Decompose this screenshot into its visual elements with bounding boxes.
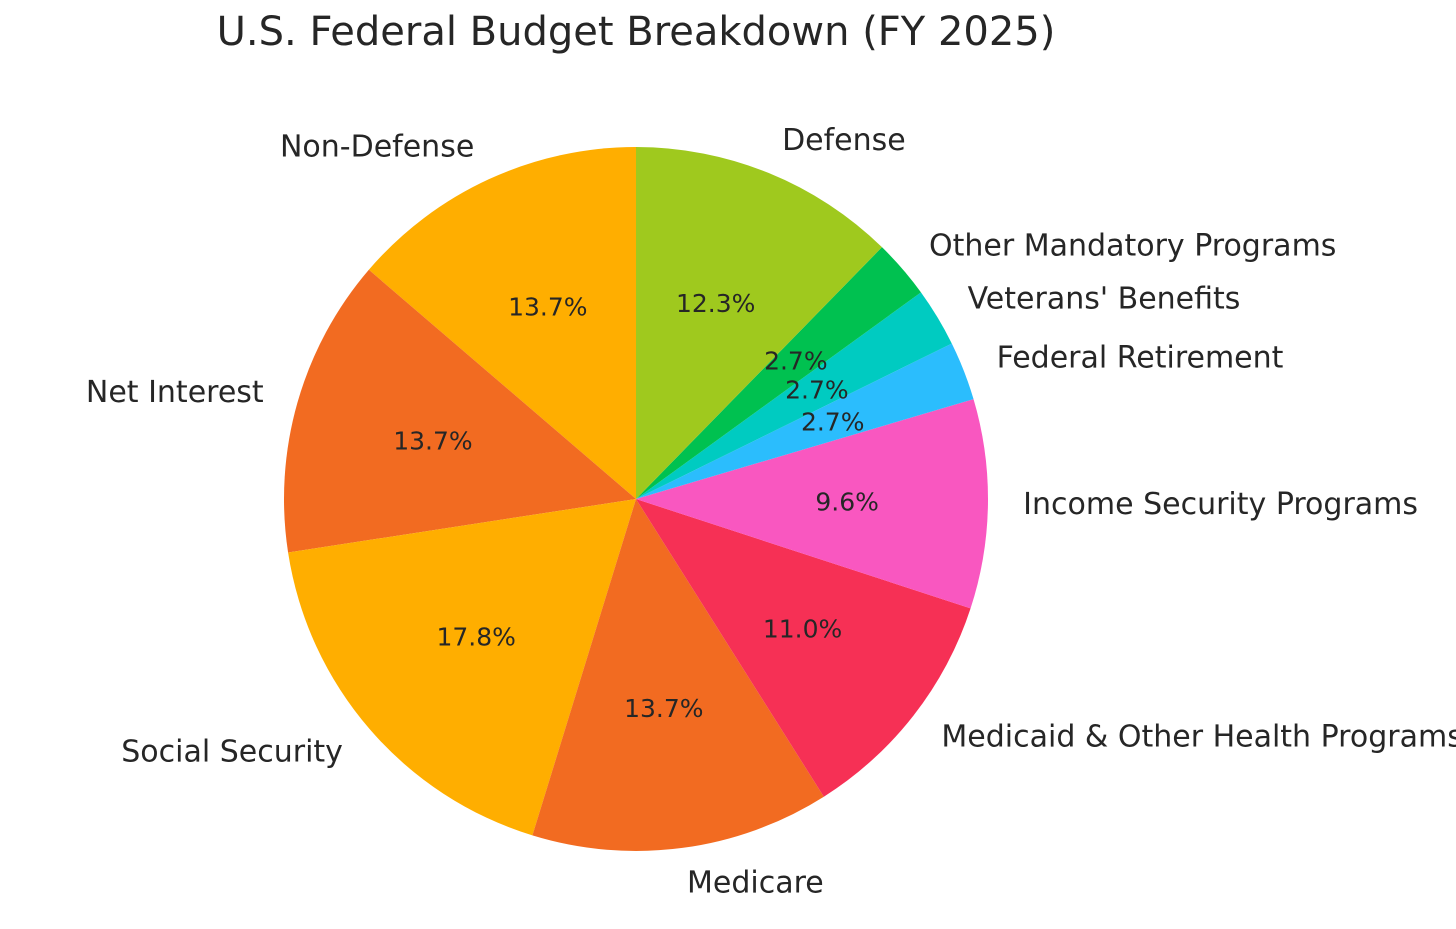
pie-slice-medicaid-other-health-programs <box>636 499 971 797</box>
slice-label-net-interest: Net Interest <box>86 375 264 410</box>
pie-slice-income-security-programs <box>636 399 988 609</box>
slice-label-defense: Defense <box>782 123 906 158</box>
percent-label-income-security-programs: 9.6% <box>815 487 879 516</box>
percent-label-net-interest: 13.7% <box>393 426 472 455</box>
pie-slice-defense <box>636 147 882 499</box>
percent-labels: 13.7%13.7%17.8%13.7%11.0%9.6%2.7%2.7%2.7… <box>393 289 879 723</box>
percent-label-non-defense: 13.7% <box>508 293 587 322</box>
percent-label-veterans-benefits: 2.7% <box>785 375 849 404</box>
pie-slice-social-security <box>288 499 636 836</box>
slice-label-other-mandatory-programs: Other Mandatory Programs <box>929 228 1336 263</box>
pie-slice-veterans-benefits <box>636 292 952 499</box>
slice-label-non-defense: Non-Defense <box>280 130 474 165</box>
slice-label-medicare: Medicare <box>687 865 824 900</box>
slice-label-medicaid-other-health-programs: Medicaid & Other Health Programs <box>941 720 1456 755</box>
slice-label-income-security-programs: Income Security Programs <box>1023 487 1418 522</box>
pie-slice-non-defense <box>368 147 636 499</box>
slice-label-social-security: Social Security <box>121 735 343 770</box>
percent-label-defense: 12.3% <box>676 289 755 318</box>
pie-slice-other-mandatory-programs <box>636 247 921 499</box>
pie-slice-net-interest <box>284 269 636 553</box>
chart-title: U.S. Federal Budget Breakdown (FY 2025) <box>217 9 1056 55</box>
percent-label-medicare: 13.7% <box>624 694 703 723</box>
pie-slices <box>284 147 988 852</box>
category-labels: Non-Defense Net Interest Social Security Me… <box>86 123 1456 900</box>
slice-label-federal-retirement: Federal Retirement <box>997 341 1284 376</box>
pie-slice-medicare <box>532 499 824 852</box>
pie-slice-federal-retirement <box>636 343 974 499</box>
percent-label-medicaid-other-health-programs: 11.0% <box>763 614 842 643</box>
slice-label-veterans-benefits: Veterans' Benefits <box>968 282 1241 317</box>
percent-label-other-mandatory-programs: 2.7% <box>764 346 828 375</box>
percent-label-social-security: 17.8% <box>436 623 515 652</box>
percent-label-federal-retirement: 2.7% <box>801 408 865 437</box>
